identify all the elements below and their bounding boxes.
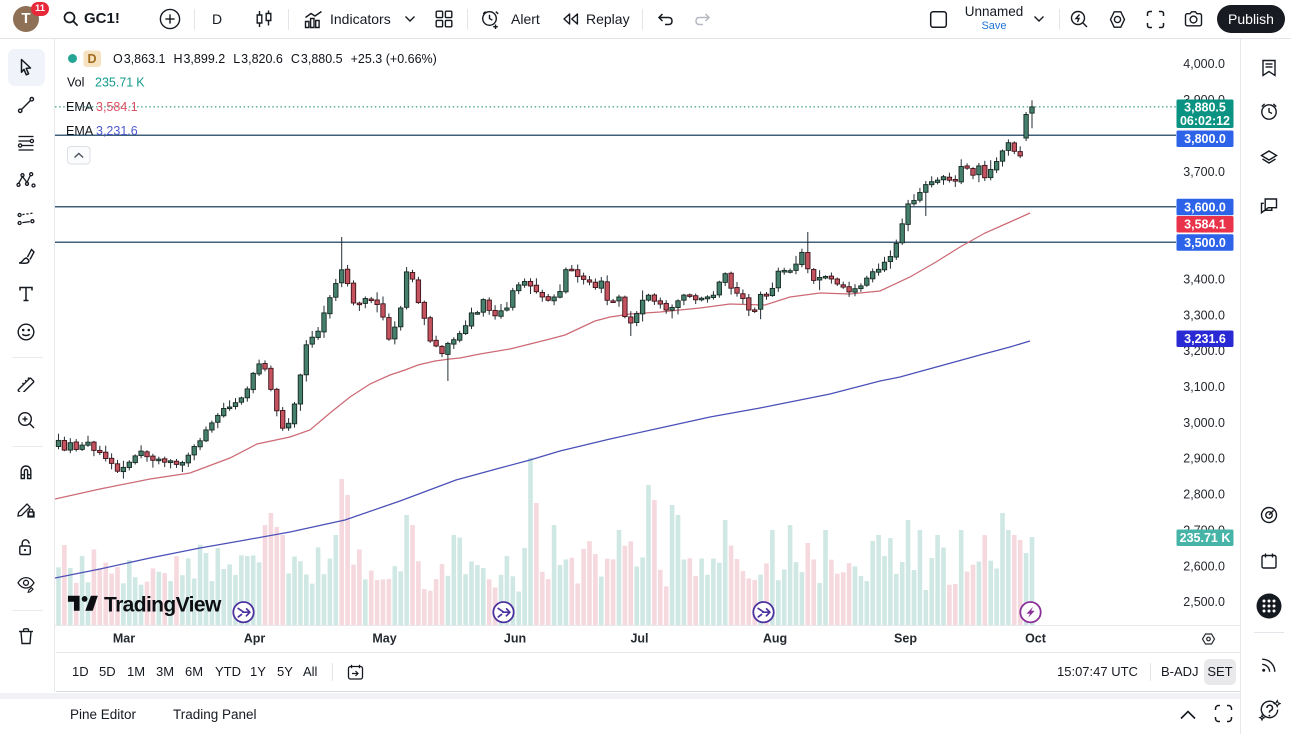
svg-text:May: May: [372, 632, 396, 646]
svg-text:Vol: Vol: [67, 76, 84, 90]
svg-text:EMA: EMA: [66, 124, 94, 138]
svg-text:Mar: Mar: [113, 632, 135, 646]
svg-text:3,231.6: 3,231.6: [1184, 332, 1226, 346]
svg-text:235.71 K: 235.71 K: [1180, 531, 1231, 545]
svg-text:3,500.0: 3,500.0: [1184, 236, 1226, 250]
svg-text:D: D: [87, 52, 96, 66]
svg-text:3,584.1: 3,584.1: [96, 100, 138, 114]
svg-text:3,400.0: 3,400.0: [1183, 272, 1225, 286]
svg-text:3,231.6: 3,231.6: [96, 124, 138, 138]
svg-text:O3,863.1H3,899.2L3,820.6C3,880: O3,863.1 H3,899.2 L3,820.6 C3,880.5 +25.3 (+…: [113, 52, 437, 66]
svg-text:3,880.5: 3,880.5: [1184, 101, 1226, 115]
svg-text:2,500.0: 2,500.0: [1183, 595, 1225, 609]
svg-text:3,300.0: 3,300.0: [1183, 308, 1225, 322]
svg-text:3,584.1: 3,584.1: [1184, 218, 1226, 232]
svg-text:2,900.0: 2,900.0: [1183, 452, 1225, 466]
svg-text:06:02:12: 06:02:12: [1180, 114, 1230, 128]
svg-text:TradingView: TradingView: [104, 593, 222, 616]
svg-text:3,200.0: 3,200.0: [1183, 344, 1225, 358]
svg-text:Jun: Jun: [504, 632, 526, 646]
svg-text:2,800.0: 2,800.0: [1183, 488, 1225, 502]
svg-text:EMA: EMA: [66, 100, 94, 114]
svg-text:Jul: Jul: [630, 632, 648, 646]
svg-text:3,000.0: 3,000.0: [1183, 416, 1225, 430]
svg-text:3,800.0: 3,800.0: [1184, 132, 1226, 146]
svg-text:235.71K: 235.71 K: [95, 76, 145, 90]
svg-text:2,600.0: 2,600.0: [1183, 559, 1225, 573]
svg-text:3,100.0: 3,100.0: [1183, 380, 1225, 394]
svg-text:4,000.0: 4,000.0: [1183, 57, 1225, 71]
svg-text:3,600.0: 3,600.0: [1184, 200, 1226, 214]
svg-text:Aug: Aug: [763, 632, 787, 646]
svg-text:Sep: Sep: [894, 632, 917, 646]
svg-text:Apr: Apr: [244, 632, 266, 646]
svg-text:Oct: Oct: [1025, 632, 1047, 646]
svg-text:3,700.0: 3,700.0: [1183, 165, 1225, 179]
